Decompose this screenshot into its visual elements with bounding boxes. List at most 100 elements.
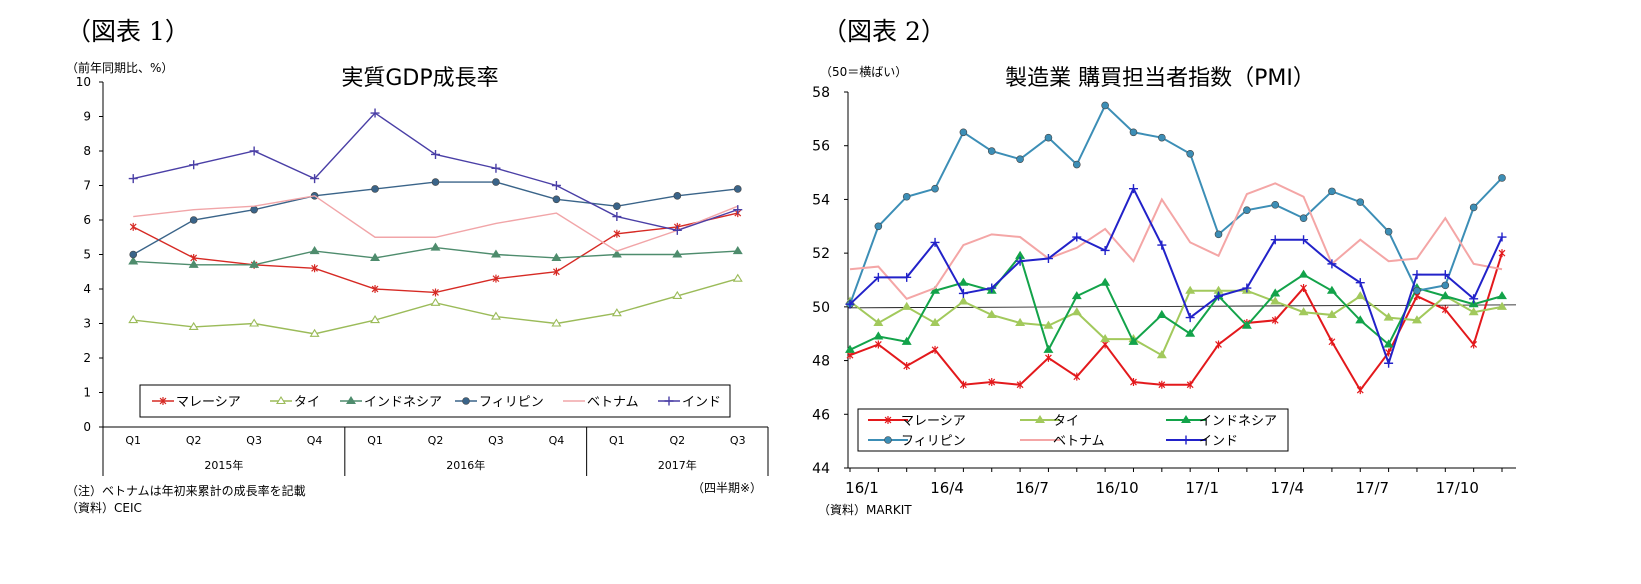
chart2-data-point [1185,285,1196,294]
chart2-data-point [930,317,941,327]
chart2-data-point [1044,133,1053,142]
chart1-legend: マレーシア タイ インドネシア フィリピン ベトナム インド [139,384,731,418]
chart1-y-tick-label: 3 [83,317,91,331]
chart2-data-point [1243,206,1251,214]
chart1-y-tick-label: 10 [76,75,91,89]
chart1-series-4 [133,195,739,252]
chart2-data-point [1326,285,1337,294]
chart2-legend-marker [884,436,892,444]
chart1-legend-marker [664,396,674,406]
chart2-data-point [1356,386,1364,395]
chart2-data-point [1270,296,1281,305]
chart1-y-tick-label: 2 [83,351,91,365]
chart2-data-point [1100,277,1111,286]
chart1-x-tick-label: Q2 [669,434,685,447]
chart2-data-point [1441,281,1450,290]
chart2-legend-marker [1035,414,1045,424]
chart2-data-point [1384,358,1394,368]
chart2-data-point [958,288,968,298]
chart2-data-point [1073,372,1081,381]
chart1-y-unit: （前年同期比、%） [66,60,173,75]
chart2-data-point [903,361,911,370]
chart2-series-line [849,182,1503,300]
chart2-data-point [1242,283,1252,293]
chart2-y-tick-label: 52 [812,246,830,262]
chart1-data-point [490,249,501,258]
chart1-data-point [673,192,682,200]
chart1-legend-marker [462,397,470,405]
chart2-data-point [1071,307,1082,316]
chart2-data-point [1072,232,1082,242]
chart1-data-point [492,274,500,283]
chart1-x-tick-label: Q4 [549,434,565,447]
chart2-data-point [1469,294,1479,304]
chart2-data-point [1158,380,1166,389]
chart2-series-4 [849,182,1503,300]
chart1-legend-label: インドネシア [364,395,442,410]
chart1-x-tick-label: Q2 [186,434,202,447]
chart2-y-tick-label: 50 [812,300,830,316]
chart2: （図表 2） 製造業 購買担当者指数（PMI） （50＝横ばい） 44 46 48 5… [812,17,1517,517]
chart2-y-ticks: 44 46 48 50 52 54 56 58 [812,85,848,477]
chart2-data-point [1157,240,1167,250]
chart2-data-point [1383,312,1394,321]
chart1-data-point [551,181,561,190]
chart2-y-tick-label: 54 [812,192,830,208]
chart1-y-tick-label: 0 [83,420,91,434]
chart2-data-point [1383,339,1394,348]
chart1-data-point [129,250,138,259]
chart2-series [845,101,1507,395]
chart2-legend-box [857,408,1289,452]
chart2-data-point [1413,286,1421,295]
chart1-data-point [311,264,318,273]
chart1-series-line [133,195,739,252]
chart2-data-point [959,128,968,137]
chart2-series-line [849,289,1503,357]
chart1-legend-marker [276,395,286,405]
chart1-data-point [672,249,683,258]
chart1-data-point [189,216,198,224]
chart1-data-point [551,252,562,262]
chart1-data-point [612,212,622,222]
chart1-data-point [371,285,379,293]
chart1-legend-label: タイ [294,395,320,410]
chart2-data-point [1498,249,1506,258]
chart1-year-label: 2016年 [446,458,485,472]
chart2-data-point [1100,245,1110,255]
chart2-data-point [1045,353,1052,362]
chart1-note-1: （注）ベトナムは年初来累計の成長率を記載 [66,483,306,498]
chart2-figure-label: （図表 2） [822,17,946,46]
chart2-data-point [1214,230,1223,239]
chart2-data-point [1271,201,1280,209]
chart1-title: 実質GDP成長率 [341,66,498,91]
chart2-data-point [1016,380,1024,389]
chart2-data-point [1299,214,1308,223]
chart2-data-point [1468,307,1479,316]
chart2-note-1: （資料）MARKIT [818,503,912,517]
chart2-data-point [902,272,912,282]
chart1-series-line [133,112,738,232]
chart2-y-unit: （50＝横ばい） [820,65,907,79]
chart1-data-point [732,246,743,255]
chart2-data-point [1100,334,1111,343]
chart2-series-2 [845,250,1507,353]
chart1-data-point [431,149,440,159]
chart1-series-5 [128,108,743,235]
chart1-data-point [128,174,138,184]
chart2-data-point [1072,160,1081,169]
chart1-y-tick-label: 4 [83,282,91,296]
chart1-legend-label: フィリピン [479,395,544,410]
chart2-data-point [1384,227,1393,236]
chart1-data-point [370,315,381,324]
chart1-data-point [129,222,137,231]
chart2-data-point [1328,337,1336,346]
chart2-data-point [1015,317,1026,327]
chart2-data-point [1128,336,1139,345]
chart1: （図表 1） 実質GDP成長率 （前年同期比、%） 0 1 2 3 4 5 6 7 8 9 10 Q… [66,17,769,515]
chart2-data-point [845,299,855,309]
chart2-series-line [849,252,1503,392]
chart1-x-tick-label: Q3 [730,434,746,447]
